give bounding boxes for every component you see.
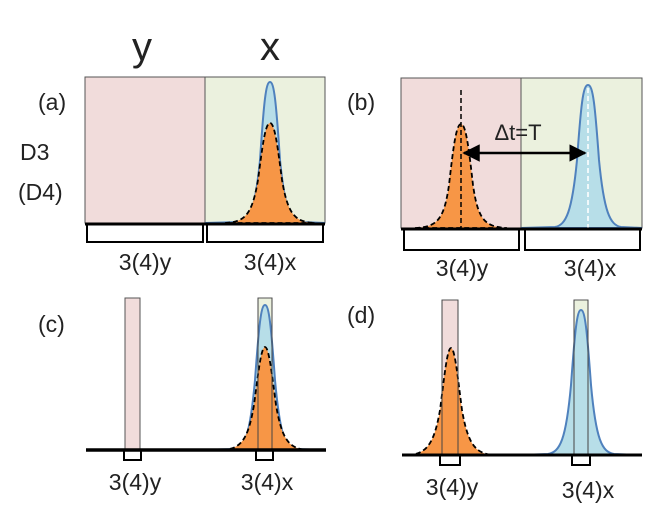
panel-b-slot-y bbox=[403, 229, 520, 251]
panel-c-y-region bbox=[124, 297, 141, 451]
side-label-d4: (D4) bbox=[18, 179, 63, 205]
panel-c-slot-x bbox=[255, 450, 274, 461]
panel-a: (a) 3(4)y 3(4)x bbox=[38, 76, 326, 275]
panel-c-slot-y-label: 3(4)y bbox=[109, 469, 162, 495]
panel-a-slot-x bbox=[206, 224, 324, 243]
panel-d-slot-x-label: 3(4)x bbox=[562, 477, 615, 503]
panel-a-slot-x-label: 3(4)x bbox=[244, 249, 297, 275]
panel-c-slot-x-label: 3(4)x bbox=[241, 469, 294, 495]
panel-a-y-region bbox=[84, 76, 206, 224]
panel-c: (c) 3(4)y 3(4)x bbox=[38, 297, 326, 495]
panel-a-slot-y bbox=[86, 224, 204, 243]
panel-d: (d) 3(4)y 3(4)x bbox=[347, 299, 642, 503]
panel-d-slot-y bbox=[439, 455, 461, 466]
side-label-d3: D3 bbox=[20, 139, 49, 165]
panel-d-label: (d) bbox=[347, 302, 375, 328]
panel-a-label: (a) bbox=[38, 89, 66, 115]
panel-d-blue-pulse bbox=[519, 308, 641, 456]
panel-a-slot-y-label: 3(4)y bbox=[119, 249, 172, 275]
panel-b-slot-x-label: 3(4)x bbox=[564, 255, 617, 281]
panel-d-slot-y-label: 3(4)y bbox=[426, 474, 479, 500]
panel-c-orange-pulse bbox=[221, 346, 309, 451]
panel-b-label: (b) bbox=[347, 89, 375, 115]
panel-b-orange-pulse bbox=[414, 123, 508, 229]
panel-a-orange-pulse bbox=[224, 122, 316, 224]
panel-c-label: (c) bbox=[38, 311, 65, 337]
panel-b-slot-x bbox=[524, 229, 641, 251]
header-y: y bbox=[132, 25, 152, 69]
panel-b: (b) Δt=T 3(4)y 3(4)x bbox=[347, 77, 643, 281]
panel-b-delta-t-label: Δt=T bbox=[494, 120, 541, 145]
panel-c-slot-y bbox=[123, 450, 142, 461]
header-x: x bbox=[260, 25, 280, 69]
panel-d-orange-pulse bbox=[407, 347, 495, 456]
panel-b-slot-y-label: 3(4)y bbox=[436, 255, 489, 281]
panel-d-slot-x bbox=[571, 455, 591, 466]
